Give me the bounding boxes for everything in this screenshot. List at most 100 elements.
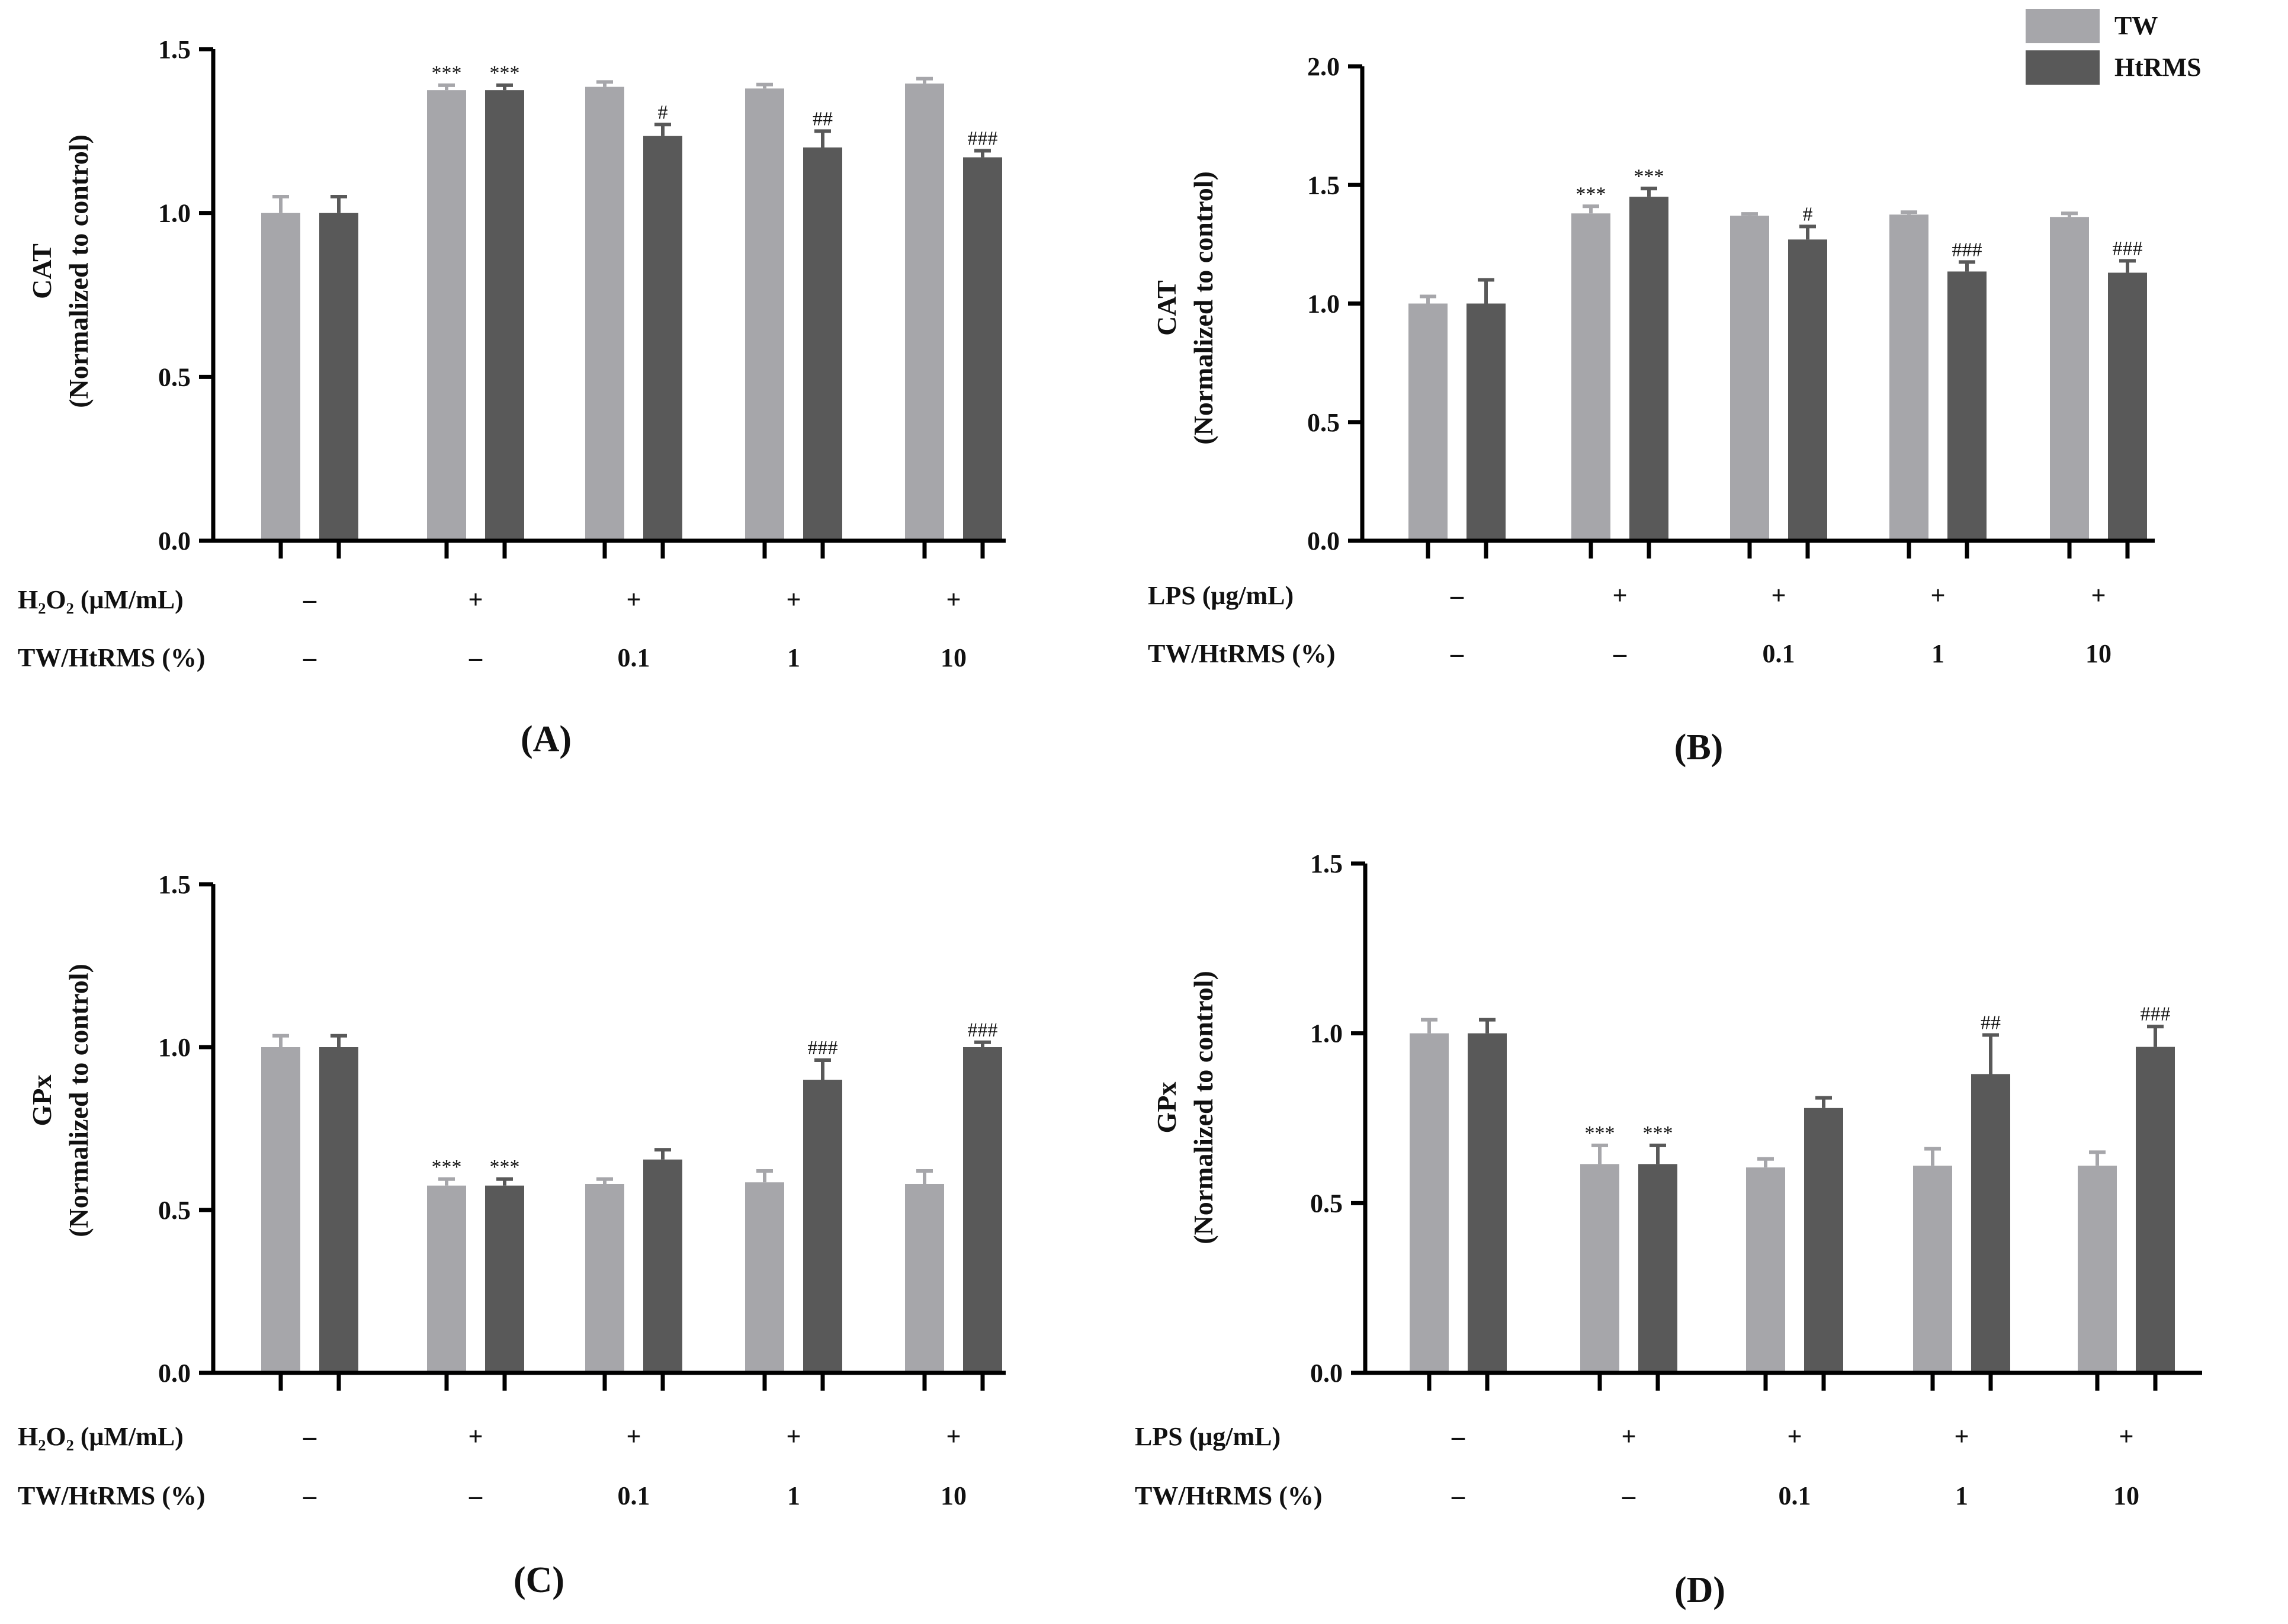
- bar-htrms: [485, 90, 524, 541]
- treatment-label: H₂O₂ (μM/mL): [18, 1422, 184, 1451]
- y-tick-label: 1.5: [1307, 171, 1340, 200]
- bar-tw: [1889, 214, 1928, 541]
- y-tick-label: 0.5: [1310, 1189, 1343, 1218]
- bar-tw: [1410, 1033, 1449, 1373]
- bar-tw: [1730, 216, 1769, 541]
- plot-area-a: *** ***# #####0.00.51.01.5– + + + +– –0.1 1 10: [158, 35, 1006, 672]
- dose-label: TW/HtRMS (%): [18, 643, 206, 672]
- bar-tw: [905, 1184, 944, 1373]
- panel-c: GPx (Normalized to control) *** *** ### ###…: [18, 870, 1006, 1600]
- bar-htrms: [1629, 197, 1668, 541]
- treatment-value: +: [1930, 581, 1945, 610]
- bar-tw: [1746, 1167, 1785, 1373]
- legend: TW HtRMS: [2026, 9, 2202, 85]
- panel-label: (D): [1674, 1570, 1725, 1610]
- bar-tw: [745, 1182, 784, 1373]
- significance-annotation: #: [1803, 203, 1813, 225]
- bar-tw: [1913, 1166, 1952, 1373]
- y-axis-subtitle: (Normalized to control): [1188, 971, 1218, 1244]
- bar-tw: [2078, 1166, 2117, 1373]
- y-axis-title: CAT: [27, 243, 57, 299]
- y-axis-title: CAT: [1151, 280, 1182, 336]
- legend-label-tw: TW: [2114, 11, 2158, 40]
- treatment-value: +: [1612, 581, 1627, 610]
- bar-htrms: [1947, 271, 1987, 541]
- bar-htrms: [1468, 1033, 1507, 1373]
- dose-value: –: [303, 1481, 317, 1510]
- y-tick-label: 1.5: [1310, 849, 1343, 878]
- significance-annotation: ###: [968, 1019, 998, 1041]
- y-axis-subtitle: (Normalized to control): [63, 964, 94, 1237]
- bar-tw: [745, 88, 784, 541]
- dose-value: 0.1: [1779, 1481, 1811, 1510]
- bar-htrms: [1804, 1108, 1843, 1373]
- treatment-value: +: [626, 1422, 641, 1451]
- bar-htrms: [1971, 1074, 2010, 1373]
- y-tick-label: 1.0: [158, 1033, 191, 1062]
- treatment-label: LPS (μg/mL): [1135, 1422, 1281, 1451]
- treatment-label: H₂O₂ (μM/mL): [18, 585, 184, 614]
- dose-value: 1: [1955, 1481, 1968, 1510]
- y-tick-label: 0.0: [1307, 527, 1340, 556]
- dose-value: 10: [2085, 639, 2111, 668]
- significance-annotation: #: [658, 101, 668, 123]
- bar-tw: [905, 84, 944, 541]
- treatment-value: –: [1450, 581, 1464, 610]
- bar-tw: [261, 1047, 300, 1373]
- bar-htrms: [963, 1047, 1002, 1373]
- treatment-value: +: [468, 1422, 483, 1451]
- dose-value: –: [303, 643, 317, 672]
- treatment-value: +: [1771, 581, 1786, 610]
- y-axis-title: GPx: [1151, 1082, 1182, 1134]
- y-tick-label: 0.0: [158, 1359, 191, 1388]
- treatment-value: +: [1621, 1422, 1636, 1451]
- y-tick-label: 0.5: [158, 362, 191, 391]
- dose-value: –: [1622, 1481, 1636, 1510]
- dose-value: 1: [1931, 639, 1944, 668]
- bar-tw: [1580, 1164, 1619, 1373]
- significance-annotation: ###: [808, 1037, 838, 1059]
- dose-label: TW/HtRMS (%): [1148, 639, 1336, 668]
- treatment-value: +: [2119, 1422, 2133, 1451]
- y-tick-label: 1.0: [158, 199, 191, 228]
- y-tick-label: 0.5: [158, 1196, 191, 1225]
- dose-label: TW/HtRMS (%): [18, 1481, 206, 1510]
- y-tick-label: 1.0: [1310, 1019, 1343, 1048]
- bar-htrms: [1466, 303, 1506, 541]
- bar-htrms: [643, 136, 682, 541]
- panel-label: (B): [1674, 727, 1724, 768]
- treatment-value: +: [786, 1422, 801, 1451]
- treatment-value: +: [786, 585, 801, 614]
- treatment-value: +: [946, 585, 961, 614]
- significance-annotation: ***: [1634, 165, 1664, 187]
- legend-label-htrms: HtRMS: [2114, 53, 2202, 82]
- dose-label: TW/HtRMS (%): [1135, 1481, 1323, 1510]
- significance-annotation: ###: [2141, 1003, 2171, 1025]
- bar-htrms: [963, 157, 1002, 541]
- significance-annotation: ***: [432, 1156, 462, 1178]
- panel-b: CAT (Normalized to control) ******#### ##…: [1148, 52, 2155, 768]
- significance-annotation: ##: [813, 108, 833, 130]
- y-tick-label: 2.0: [1307, 52, 1340, 81]
- bar-tw: [585, 1184, 624, 1373]
- bar-tw: [427, 90, 466, 541]
- dose-value: 0.1: [1763, 639, 1795, 668]
- plot-area-c: *** *** ### ### 0.0 0.5 1.0 1.5 – + + + + – – 0.1 1 10: [158, 870, 1006, 1510]
- dose-value: 0.1: [618, 643, 650, 672]
- bar-htrms: [485, 1185, 524, 1373]
- bar-htrms: [319, 213, 358, 541]
- significance-annotation: ***: [1643, 1122, 1673, 1144]
- y-tick-label: 0.5: [1307, 408, 1340, 437]
- dose-value: 0.1: [618, 1481, 650, 1510]
- treatment-value: –: [1451, 1422, 1465, 1451]
- treatment-value: +: [2091, 581, 2106, 610]
- y-tick-label: 1.5: [158, 35, 191, 64]
- dose-value: –: [1450, 639, 1464, 668]
- y-axis-title: GPx: [27, 1075, 57, 1126]
- dose-value: –: [1613, 639, 1627, 668]
- y-tick-label: 1.5: [158, 870, 191, 899]
- dose-value: –: [468, 643, 483, 672]
- treatment-value: +: [468, 585, 483, 614]
- bar-htrms: [2136, 1047, 2175, 1373]
